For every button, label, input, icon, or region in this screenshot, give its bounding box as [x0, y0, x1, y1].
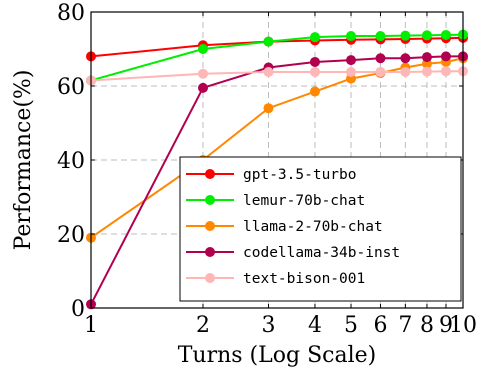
data-point — [197, 68, 208, 79]
ticks: 1 2 3 4 5 6 7 8 910 0 20 40 60 80 — [57, 1, 477, 338]
data-point — [375, 53, 386, 64]
legend-swatch-marker — [205, 195, 215, 205]
y-tick-label: 80 — [57, 1, 85, 26]
x-tick-label: 3 — [261, 313, 275, 338]
x-tick-label: 1 — [84, 313, 98, 338]
series-layer — [86, 29, 468, 310]
data-point — [400, 66, 411, 77]
x-tick-label: 7 — [398, 313, 412, 338]
x-tick-label: 5 — [344, 313, 358, 338]
series-line — [90, 36, 464, 58]
series-line — [90, 57, 464, 239]
data-point — [263, 103, 274, 114]
data-point — [309, 86, 320, 97]
y-tick-label: 0 — [71, 297, 85, 322]
legend: gpt-3.5-turbo lemur-70b-chat llama-2-70b-c… — [179, 156, 462, 302]
legend-label: llama-2-70b-chat — [243, 219, 383, 235]
data-point — [309, 66, 320, 77]
y-tick-label: 40 — [57, 149, 85, 174]
data-point — [421, 66, 432, 77]
data-point — [346, 55, 357, 66]
y-axis-label: Performance(%) — [11, 70, 36, 251]
legend-label: lemur-70b-chat — [243, 193, 365, 209]
legend-swatch-marker — [205, 221, 215, 231]
data-point — [346, 31, 357, 42]
legend-swatch-marker — [205, 247, 215, 257]
data-point — [309, 56, 320, 67]
data-point — [309, 32, 320, 43]
data-point — [440, 29, 451, 40]
data-point — [400, 30, 411, 41]
x-tick-label: 10 — [449, 313, 477, 338]
x-tick-label: 8 — [420, 313, 434, 338]
data-point — [197, 44, 208, 54]
series-line — [90, 70, 463, 82]
data-point — [263, 66, 274, 77]
data-point — [440, 66, 451, 77]
x-tick-label: 6 — [373, 313, 387, 338]
data-point — [375, 66, 386, 77]
legend-label: codellama-34b-inst — [243, 245, 400, 261]
y-tick-label: 60 — [57, 75, 85, 100]
data-point — [197, 82, 208, 93]
data-point — [421, 30, 432, 41]
x-tick-label: 4 — [308, 313, 322, 338]
data-point — [400, 53, 411, 64]
data-point — [346, 66, 357, 77]
x-tick-label: 9 — [439, 313, 453, 338]
series-line — [90, 33, 464, 82]
x-tick-label: 2 — [196, 313, 210, 338]
data-point — [375, 31, 386, 42]
series-line — [90, 55, 463, 305]
legend-swatch-marker — [205, 273, 215, 283]
y-tick-label: 20 — [57, 223, 85, 248]
legend-label: text-bison-001 — [243, 271, 365, 287]
data-point — [440, 51, 451, 62]
data-point — [263, 36, 274, 47]
legend-label: gpt-3.5-turbo — [243, 167, 357, 183]
x-axis-label: Turns (Log Scale) — [178, 343, 376, 368]
legend-swatch-marker — [205, 169, 215, 179]
data-point — [421, 52, 432, 63]
